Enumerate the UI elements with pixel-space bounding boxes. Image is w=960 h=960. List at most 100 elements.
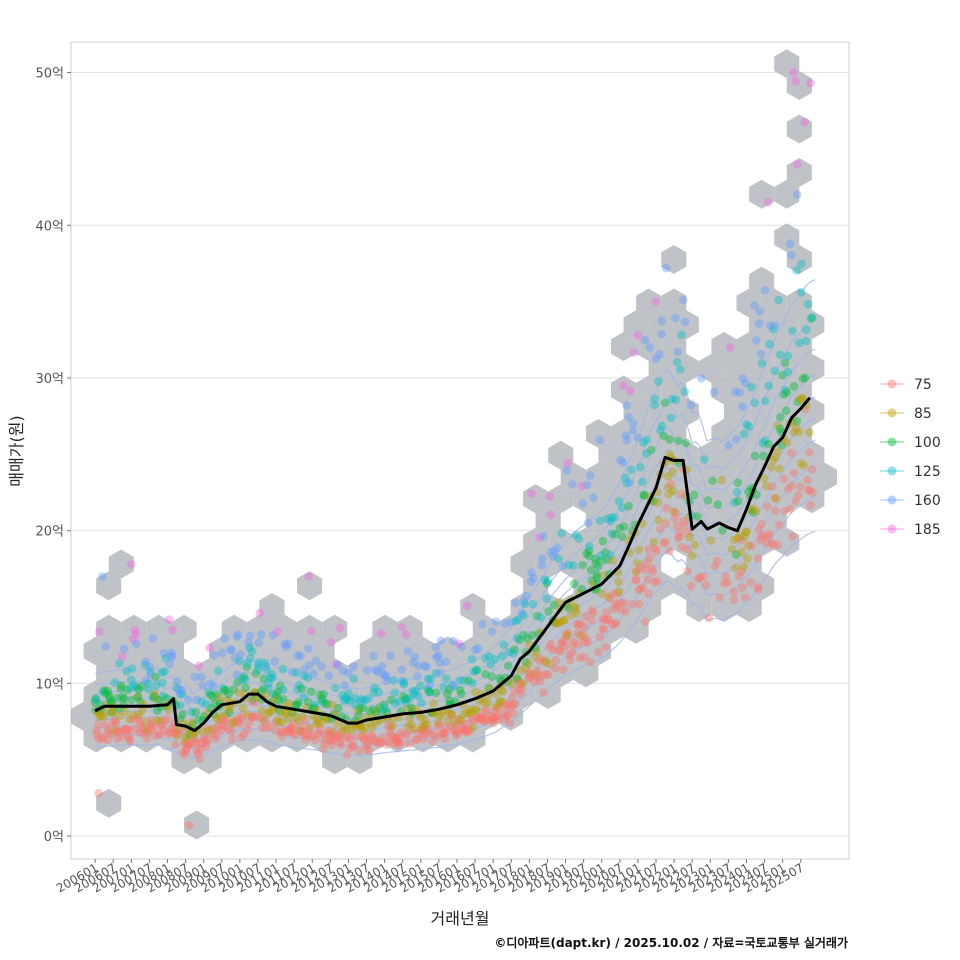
scatter-point [805, 448, 814, 457]
scatter-point [591, 559, 600, 568]
scatter-point [152, 694, 162, 704]
scatter-point [405, 739, 414, 748]
scatter-point [737, 583, 747, 592]
hexbin-cell [171, 614, 197, 644]
scatter-point [177, 690, 187, 699]
scatter-point [127, 560, 136, 569]
scatter-point [457, 716, 466, 725]
scatter-point [311, 735, 320, 745]
scatter-point [517, 683, 527, 693]
scatter-point [174, 725, 183, 734]
scatter-point [626, 386, 635, 396]
scatter-point [338, 666, 348, 676]
scatter-point [731, 387, 740, 397]
scatter-point [683, 528, 693, 537]
scatter-point [205, 643, 214, 653]
scatter-point [203, 724, 213, 733]
scatter-point [664, 482, 673, 492]
scatter-point [388, 721, 397, 731]
scatter-point [785, 239, 795, 249]
scatter-point [124, 734, 133, 744]
scatter-point [471, 705, 480, 714]
scatter-point [382, 676, 392, 685]
scatter-point [212, 713, 221, 722]
scatter-point [563, 458, 573, 468]
scatter-point [507, 618, 516, 627]
scatter-point [739, 562, 748, 571]
scatter-point [363, 738, 373, 748]
scatter-point [187, 718, 197, 727]
scatter-point [671, 313, 680, 323]
scatter-point [177, 686, 187, 695]
scatter-point [115, 659, 124, 668]
scatter-point [394, 697, 404, 706]
scatter-point [254, 638, 264, 647]
scatter-point [510, 686, 519, 696]
hexbin-cell [648, 527, 674, 557]
scatter-point [90, 698, 100, 707]
scatter-point [459, 676, 469, 685]
scatter-point [791, 423, 801, 433]
scatter-point [789, 468, 799, 478]
scatter-point [798, 374, 808, 384]
scatter-point [666, 480, 676, 489]
scatter-point [608, 556, 618, 565]
hexbin-cell [108, 636, 134, 666]
hexbin-cell [786, 71, 812, 100]
scatter-point [334, 703, 343, 713]
scatter-point [606, 594, 615, 603]
scatter-point [248, 712, 257, 721]
scatter-point [563, 628, 573, 638]
y-tick-label: 20억 [35, 525, 64, 540]
scatter-point [191, 708, 200, 717]
scatter-point [789, 68, 798, 77]
hexbin-cell [774, 527, 800, 557]
scatter-point [580, 622, 589, 631]
hexbin-cell [347, 745, 373, 775]
scatter-point [423, 685, 433, 694]
scatter-point [258, 723, 267, 733]
hexbin-cell [724, 397, 750, 427]
scatter-point [381, 672, 391, 682]
scatter-point [92, 725, 102, 735]
scatter-point [342, 750, 352, 760]
scatter-point [332, 719, 342, 728]
y-tick-label: 0억 [44, 830, 64, 845]
scatter-point [362, 741, 372, 750]
scatter-point [683, 544, 692, 554]
scatter-point [509, 700, 518, 710]
scatter-point [740, 593, 750, 602]
median-price-line [94, 396, 811, 733]
hexbin-cell [384, 723, 410, 753]
scatter-point [497, 651, 507, 661]
scatter-point [530, 669, 539, 679]
hexbin-cell [648, 310, 674, 340]
scatter-point [431, 688, 441, 698]
scatter-point [110, 716, 119, 725]
hexbin-cell [786, 332, 812, 361]
hexbin-cell [96, 788, 122, 818]
scatter-point [227, 727, 237, 736]
scatter-point [236, 714, 246, 724]
scatter-point [465, 705, 475, 714]
hexbin-cell [786, 375, 812, 405]
hexbin-cell [548, 614, 574, 644]
scatter-point [325, 726, 334, 736]
scatter-point [263, 708, 273, 718]
scatter-point [524, 674, 534, 683]
scatter-point [519, 630, 528, 640]
scatter-point [373, 706, 382, 715]
scatter-point [265, 722, 275, 731]
scatter-point [101, 642, 111, 651]
scatter-point [517, 608, 527, 618]
scatter-point [720, 579, 729, 588]
scatter-point [326, 736, 336, 745]
scatter-point [583, 638, 593, 648]
scatter-point [582, 634, 591, 644]
scatter-point [633, 558, 643, 568]
scatter-point [370, 734, 380, 744]
scatter-point [129, 681, 139, 690]
scatter-point [792, 416, 802, 426]
scatter-point [422, 720, 431, 729]
scatter-point [657, 329, 666, 339]
